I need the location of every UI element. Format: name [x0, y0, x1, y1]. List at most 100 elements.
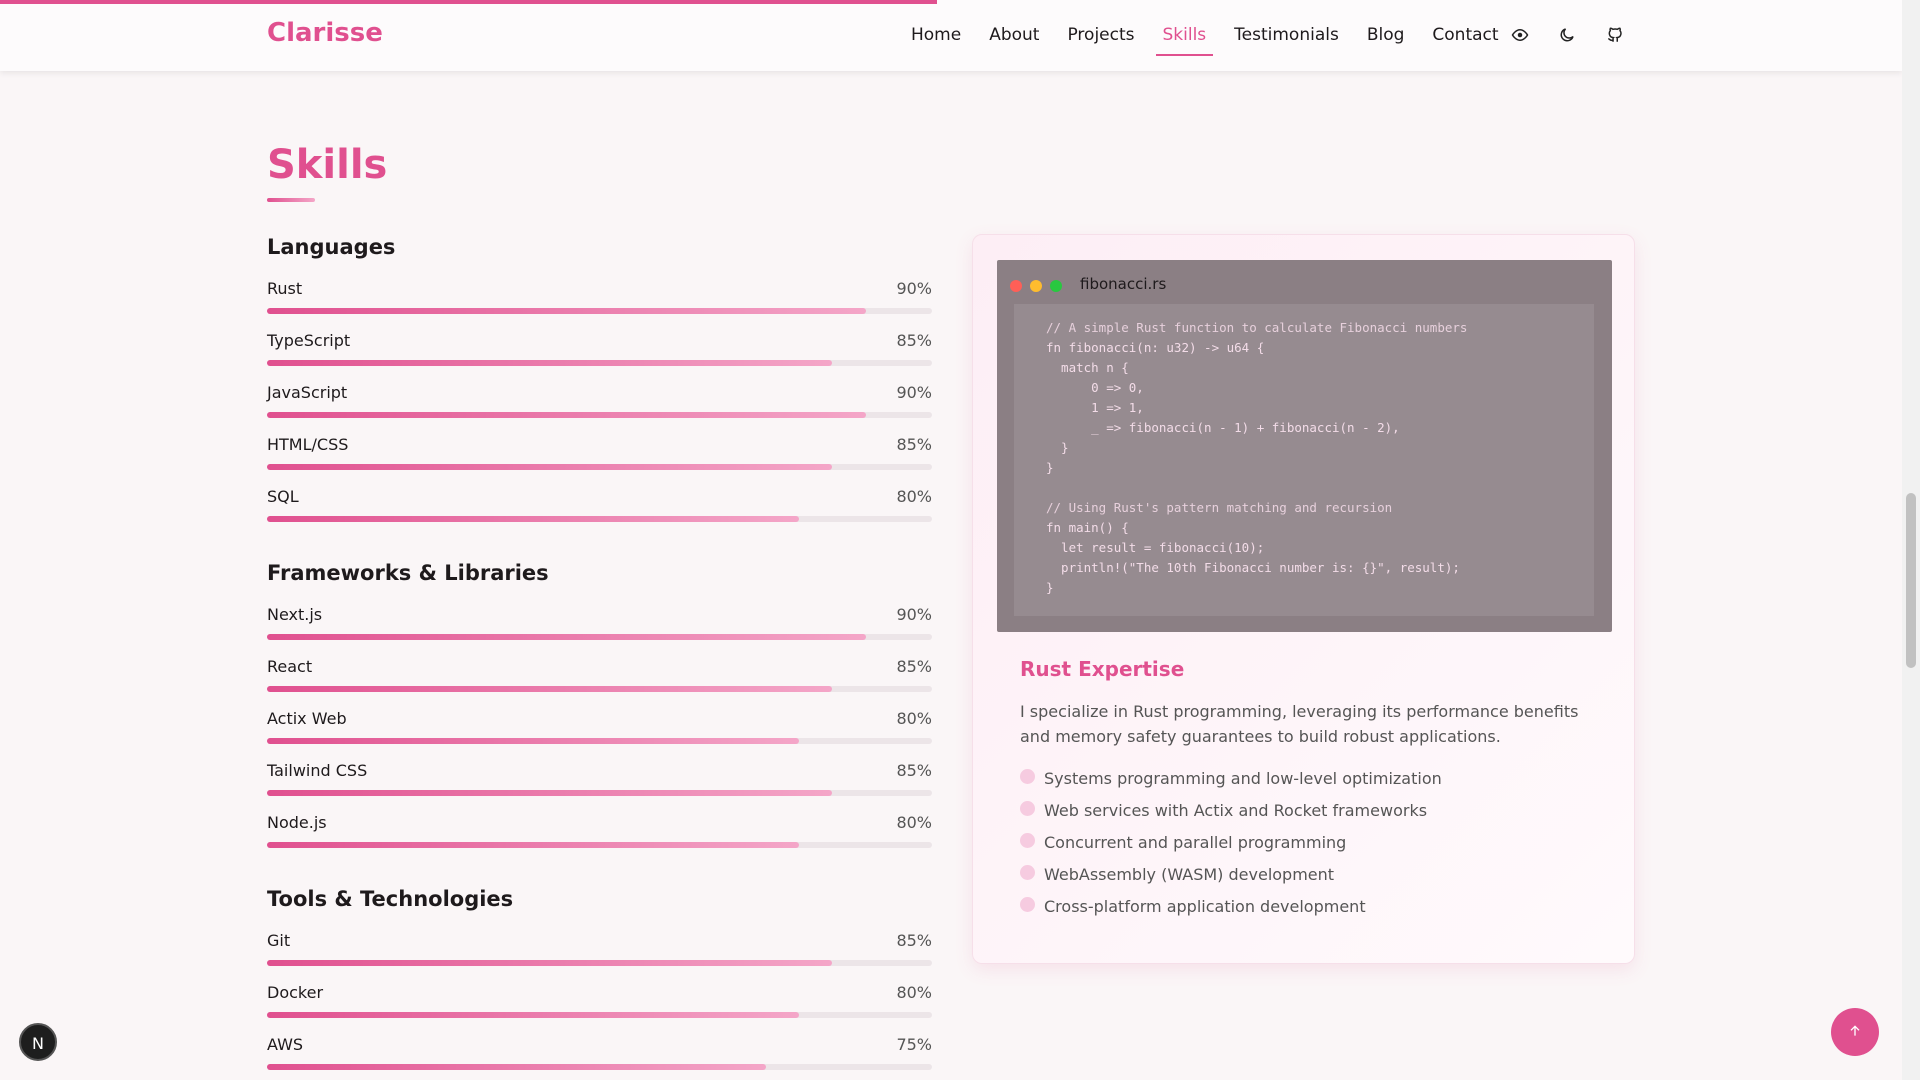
- github-icon[interactable]: [1606, 26, 1624, 44]
- skill-row: Node.js 80%: [267, 812, 932, 834]
- nav-links: Home About Projects Skills Testimonials Blog C…: [904, 0, 1506, 71]
- dot: [1010, 280, 1022, 292]
- skill-item: Actix Web 80%: [267, 708, 932, 760]
- code-line: fn fibonacci(n: u32) -> u64 {: [1046, 340, 1265, 355]
- skill-groups: Languages Rust 90% TypeScript 85% JavaScript 9…: [267, 232, 932, 1080]
- skill-track: [267, 960, 932, 966]
- skill-name: Next.js: [267, 605, 323, 624]
- skill-row: SQL 80%: [267, 486, 932, 508]
- skill-percent: 85%: [896, 931, 932, 950]
- skill-track: [267, 790, 932, 796]
- skill-track: [267, 1064, 932, 1070]
- code-line: [1046, 478, 1594, 498]
- skill-row: JavaScript 90%: [267, 382, 932, 404]
- skill-group: Languages Rust 90% TypeScript 85% JavaScript 9…: [267, 232, 932, 538]
- skill-bar: [267, 516, 799, 522]
- skill-name: Tailwind CSS: [267, 761, 368, 780]
- skill-bar: [267, 738, 799, 744]
- skill-row: Git 85%: [267, 930, 932, 952]
- group-heading: Tools & Technologies: [267, 887, 514, 911]
- skill-item: Node.js 80%: [267, 812, 932, 864]
- skill-track: [267, 360, 932, 366]
- title-underline: [267, 198, 315, 202]
- dot: [1050, 280, 1062, 292]
- skill-percent: 80%: [896, 487, 932, 506]
- skill-row: React 85%: [267, 656, 932, 678]
- skill-track: [267, 738, 932, 744]
- code-line: _ => fibonacci(n - 1) + fibonacci(n - 2)…: [1046, 420, 1400, 435]
- skill-row: AWS 75%: [267, 1034, 932, 1056]
- nav-link[interactable]: Projects: [1067, 25, 1135, 45]
- skill-track: [267, 516, 932, 522]
- group-heading: Languages: [267, 235, 396, 259]
- skill-row: Next.js 90%: [267, 604, 932, 626]
- skill-name: Actix Web: [267, 709, 347, 728]
- expertise-points: Systems programming and low-level optimi…: [1020, 763, 1442, 923]
- skill-name: JavaScript: [267, 383, 348, 402]
- back-to-top[interactable]: [1831, 1008, 1879, 1056]
- skill-name: React: [267, 657, 313, 676]
- code-line: 0 => 0,: [1046, 380, 1144, 395]
- skill-percent: 85%: [896, 331, 932, 350]
- scrollbar-thumb[interactable]: [1906, 493, 1916, 668]
- skill-track: [267, 412, 932, 418]
- code-line: // Using Rust's pattern matching and rec…: [1046, 500, 1393, 515]
- skill-name: AWS: [267, 1035, 304, 1054]
- nav-link[interactable]: Testimonials: [1234, 25, 1339, 45]
- expertise-point: WebAssembly (WASM) development: [1020, 859, 1442, 891]
- eye-icon[interactable]: [1511, 26, 1529, 44]
- nav-link[interactable]: Contact: [1432, 25, 1499, 45]
- skill-name: HTML/CSS: [267, 435, 349, 454]
- skill-bar: [267, 790, 833, 796]
- skill-bar: [267, 412, 866, 418]
- skill-percent: 80%: [896, 983, 932, 1002]
- navbar: Clarisse Home About Projects Skills Testimon…: [0, 0, 1902, 71]
- section-title: Skills: [267, 142, 388, 188]
- nav-link[interactable]: Skills: [1155, 0, 1214, 71]
- theme-icon[interactable]: [1558, 26, 1576, 44]
- nav-link[interactable]: About: [989, 25, 1040, 45]
- skill-percent: 90%: [896, 605, 932, 624]
- skill-item: React 85%: [267, 656, 932, 708]
- skill-item: HTML/CSS 85%: [267, 434, 932, 486]
- skill-name: Rust: [267, 279, 303, 298]
- skill-percent: 90%: [896, 279, 932, 298]
- code-block: // A simple Rust function to calculate F…: [1014, 304, 1594, 616]
- skill-item: TypeScript 85%: [267, 330, 932, 382]
- skill-name: SQL: [267, 487, 299, 506]
- skill-track: [267, 308, 932, 314]
- skill-bar: [267, 842, 799, 848]
- skill-row: Docker 80%: [267, 982, 932, 1004]
- skill-percent: 85%: [896, 657, 932, 676]
- code-window: fibonacci.rs // A simple Rust function t…: [997, 260, 1612, 632]
- expertise-point: Cross-platform application development: [1020, 891, 1442, 923]
- skill-name: Git: [267, 931, 291, 950]
- skill-bar: [267, 634, 866, 640]
- expertise-point: Web services with Actix and Rocket frame…: [1020, 795, 1442, 827]
- code-line: fn main() {: [1046, 520, 1129, 535]
- skill-item: Tailwind CSS 85%: [267, 760, 932, 812]
- nav-link[interactable]: Blog: [1366, 25, 1405, 45]
- code-line: let result = fibonacci(10);: [1046, 540, 1265, 555]
- skill-item: SQL 80%: [267, 486, 932, 538]
- skill-row: TypeScript 85%: [267, 330, 932, 352]
- skill-row: Tailwind CSS 85%: [267, 760, 932, 782]
- skill-item: Rust 90%: [267, 278, 932, 330]
- skill-percent: 85%: [896, 435, 932, 454]
- skill-item: AWS 75%: [267, 1034, 932, 1080]
- code-line: println!("The 10th Fibonacci number is: …: [1046, 560, 1460, 575]
- skill-bar: [267, 464, 833, 470]
- skill-bar: [267, 686, 833, 692]
- filename: fibonacci.rs: [1080, 275, 1167, 293]
- skill-percent: 80%: [896, 709, 932, 728]
- nav-link[interactable]: Home: [911, 25, 962, 45]
- brand[interactable]: Clarisse: [267, 18, 383, 48]
- dot: [1030, 280, 1042, 292]
- dev-badge[interactable]: N: [19, 1023, 57, 1061]
- skill-bar: [267, 360, 833, 366]
- skill-name: TypeScript: [267, 331, 351, 350]
- skill-item: Next.js 90%: [267, 604, 932, 656]
- skill-bar: [267, 960, 833, 966]
- skill-row: Actix Web 80%: [267, 708, 932, 730]
